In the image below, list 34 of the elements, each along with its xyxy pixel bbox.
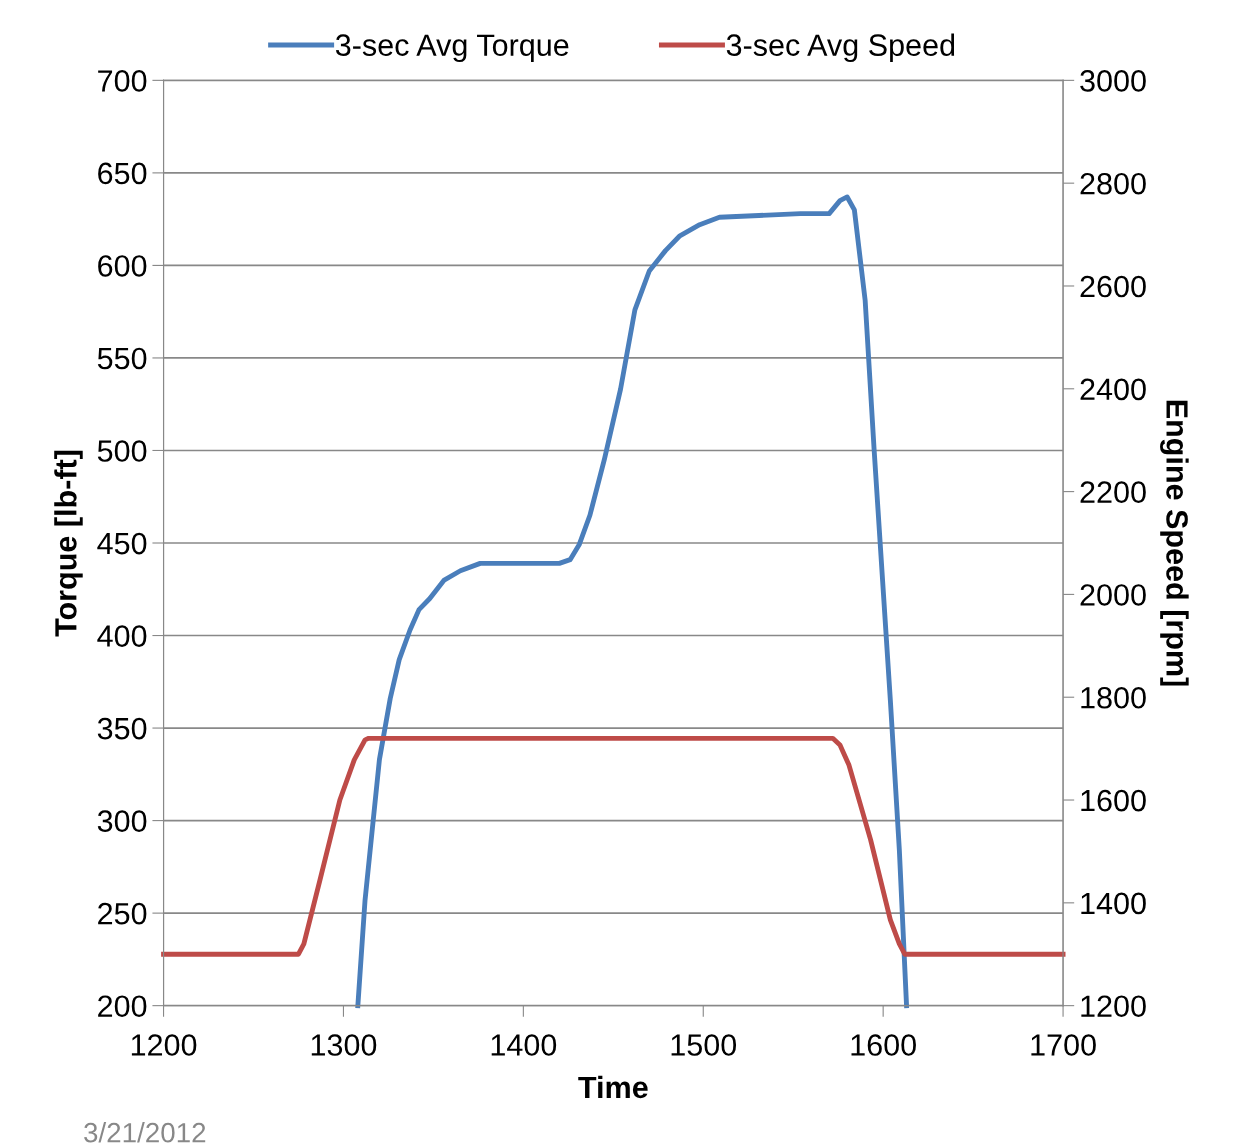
y2-tick-label: 3000 [1080, 70, 1146, 92]
y2-tick-label: 1200 [1081, 995, 1146, 1018]
y-tick-label: 250 [98, 902, 147, 925]
y2-tick-label: 1800 [1081, 686, 1146, 709]
y2-tick-label: 1400 [1081, 892, 1146, 915]
y-tick-label: 600 [98, 255, 147, 277]
y-axis-title: Torque [lb-ft] [54, 450, 83, 637]
y-tick-label: 350 [97, 717, 147, 740]
text: 3/21/2012 [84, 1122, 206, 1143]
y-tick-label: 450 [97, 532, 147, 555]
y2-axis-title: Engine Speed [rpm] [1160, 400, 1189, 686]
y-tick-label: 650 [98, 162, 147, 185]
y2-tick-label: 2600 [1080, 275, 1146, 298]
x-tick-label: 1300 [311, 1034, 377, 1056]
y-tick-label: 400 [97, 625, 147, 647]
y-tick-label: 200 [98, 995, 147, 1018]
y2-tick-label: 2000 [1080, 584, 1146, 606]
x-axis-title: Time [578, 1075, 648, 1099]
line-series [355, 194, 909, 1009]
x-tick-label: 1500 [671, 1034, 737, 1056]
y-tick-label: 550 [97, 347, 147, 370]
y2-tick-label: 2400 [1080, 378, 1146, 401]
y2-tick-label: 2800 [1080, 172, 1146, 195]
x-tick-label: 1700 [1031, 1034, 1096, 1056]
x-tick-label: 1400 [491, 1034, 557, 1056]
y-tick-label: 500 [97, 440, 147, 462]
y2-tick-label: 1600 [1081, 789, 1146, 812]
y2-tick-label: 2200 [1080, 481, 1146, 503]
y-tick-label: 300 [97, 810, 147, 832]
x-tick-label: 1600 [851, 1034, 916, 1056]
x-tick-label: 1200 [131, 1034, 197, 1056]
legend-label: 3-sec Avg Speed [726, 33, 955, 63]
legend-label: 3-sec Avg Torque [335, 34, 569, 63]
y-tick-label: 700 [98, 70, 147, 92]
